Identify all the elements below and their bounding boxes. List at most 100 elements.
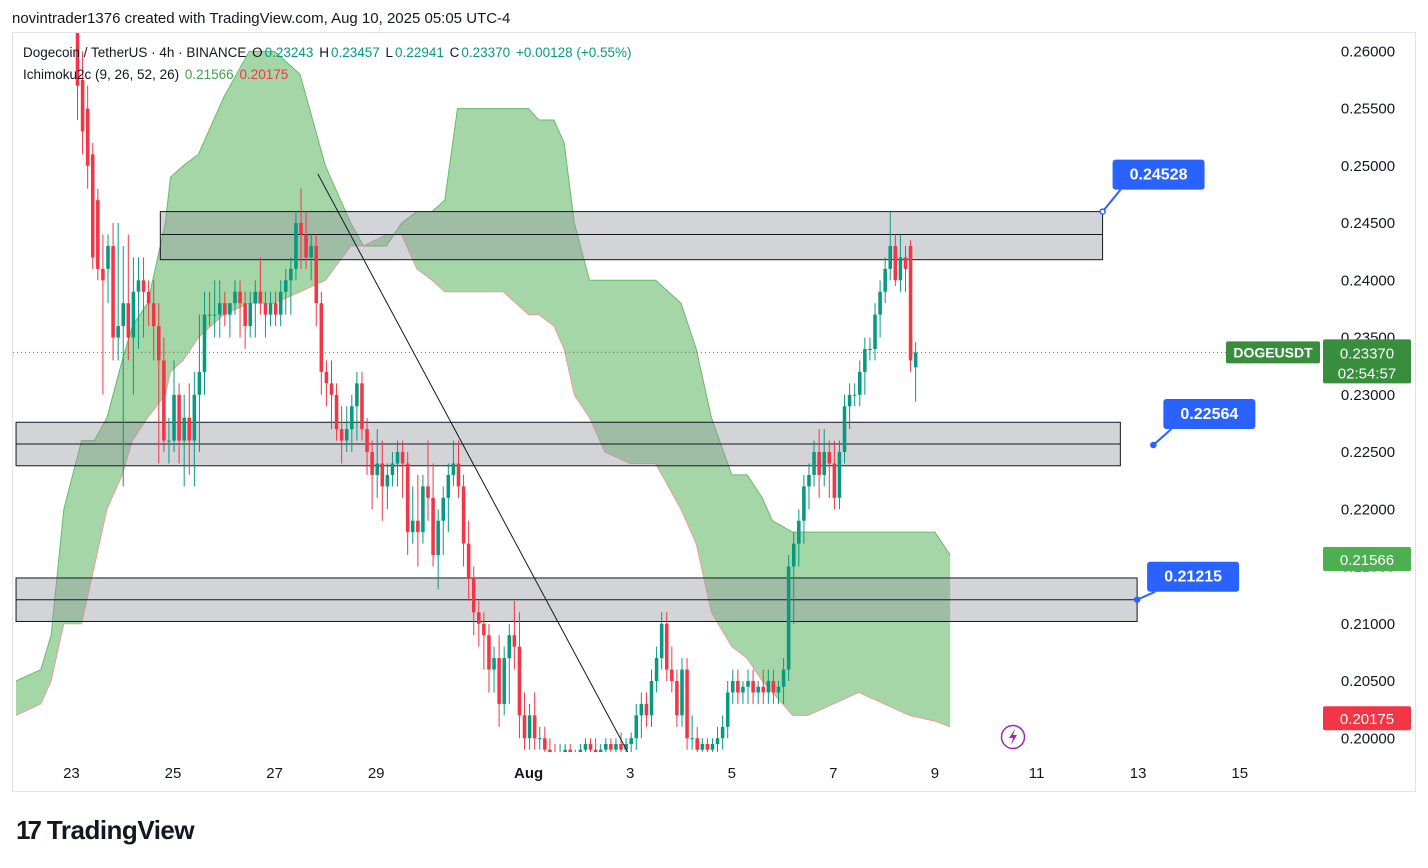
candle-body — [451, 463, 456, 475]
y-tick-label: 0.23000 — [1341, 387, 1395, 404]
candle-body — [187, 417, 192, 441]
candle-body — [146, 291, 151, 304]
candle-body — [670, 669, 674, 682]
candle-body — [101, 268, 105, 281]
x-tick-label: 15 — [1231, 765, 1248, 782]
close-label: C — [449, 45, 460, 60]
candle-body — [807, 474, 811, 487]
candle-body — [258, 291, 263, 304]
candle-body — [614, 743, 618, 750]
candle-body — [715, 738, 720, 744]
callout-pointer — [1136, 590, 1156, 601]
candle-body — [217, 303, 222, 315]
candle-body — [228, 303, 232, 315]
candle-body — [304, 234, 308, 258]
callout-label: 0.21215 — [1164, 569, 1222, 586]
candle-body — [223, 303, 227, 315]
candle-body — [588, 743, 593, 750]
span-b-tag-bg — [1323, 706, 1411, 731]
candle-body — [558, 755, 562, 761]
candle-body — [263, 303, 268, 315]
x-tick-label: 7 — [829, 765, 837, 782]
candle-body — [339, 429, 344, 441]
y-tick-label: 0.25000 — [1341, 158, 1395, 175]
candle-body — [583, 743, 588, 750]
candle-body — [410, 520, 415, 533]
candle-body — [116, 326, 120, 338]
candle-body — [598, 749, 603, 752]
indicator-name: Ichimoku2c (9, 26, 52, 26) — [23, 67, 180, 82]
zone-rect-1 — [159, 211, 1104, 261]
candle-body — [827, 452, 832, 464]
candle-body — [446, 474, 451, 498]
candle-body — [319, 303, 324, 372]
candle-body — [563, 749, 567, 752]
candle-body — [233, 291, 237, 304]
candle-body — [294, 223, 298, 269]
callout-pointer — [1152, 428, 1173, 446]
candle-body — [837, 452, 842, 498]
candle-body — [426, 486, 430, 498]
price-tag-value: 0.23370 — [1340, 345, 1394, 362]
candle-body — [324, 371, 329, 384]
low-value: 0.22941 — [395, 45, 444, 60]
candle-body — [731, 681, 735, 693]
ichimoku-span-a — [15, 50, 951, 682]
candle-body — [121, 303, 126, 327]
candle-body — [126, 303, 131, 338]
candle-body — [243, 303, 247, 327]
candle-body — [299, 223, 303, 235]
candle-body — [695, 738, 700, 750]
candle-body — [629, 738, 633, 744]
symbol-legend: Dogecoin / TetherUS · 4h · BINANCE O 0.23… — [23, 45, 634, 60]
span-a-tag-bg — [1323, 546, 1411, 571]
candle-body — [700, 743, 705, 750]
candle-body — [568, 749, 573, 752]
brand-name: TradingView — [46, 815, 195, 845]
close-value: 0.23370 — [461, 45, 511, 60]
candle-body — [797, 520, 801, 544]
candle-body — [268, 303, 273, 315]
candle-body — [431, 497, 435, 556]
y-tick-label: 0.25500 — [1341, 101, 1395, 118]
candle-body — [751, 681, 755, 693]
candle-body — [903, 257, 908, 269]
lightning-glyph-icon — [1009, 729, 1017, 745]
candle-body — [141, 280, 146, 292]
candle-body — [167, 440, 171, 442]
candle-body — [543, 738, 547, 750]
candle-body — [136, 280, 141, 292]
candle-body — [822, 452, 826, 475]
callout-box — [1163, 399, 1256, 430]
candle-body — [537, 738, 542, 740]
chart-frame — [12, 32, 1416, 792]
candle-body — [283, 280, 288, 292]
candle-body — [197, 371, 202, 395]
candle-body — [522, 715, 527, 739]
candle-body — [553, 755, 557, 761]
y-tick-label: 0.22500 — [1341, 444, 1395, 461]
candle-body — [492, 658, 496, 670]
candle-body — [548, 749, 552, 752]
candle-body — [273, 303, 278, 315]
candle-body — [182, 417, 186, 441]
candle-body — [868, 348, 872, 350]
candle-body — [680, 669, 684, 716]
candle-body — [857, 371, 862, 395]
x-tick-label: 9 — [931, 765, 939, 782]
candle-body — [390, 463, 395, 475]
x-tick-label: 23 — [63, 765, 80, 782]
high-value: 0.23457 — [330, 45, 380, 60]
candle-body — [385, 474, 390, 487]
candle-body — [725, 692, 730, 727]
x-tick-label: 5 — [728, 765, 736, 782]
callout-box — [1147, 561, 1240, 592]
candle-body — [309, 245, 313, 258]
candle-body — [664, 623, 669, 670]
candle-body — [334, 394, 339, 430]
candle-body — [913, 352, 918, 368]
y-tick-label: 0.24000 — [1341, 272, 1395, 289]
candle-body — [75, 33, 80, 86]
candle-body — [791, 543, 796, 567]
